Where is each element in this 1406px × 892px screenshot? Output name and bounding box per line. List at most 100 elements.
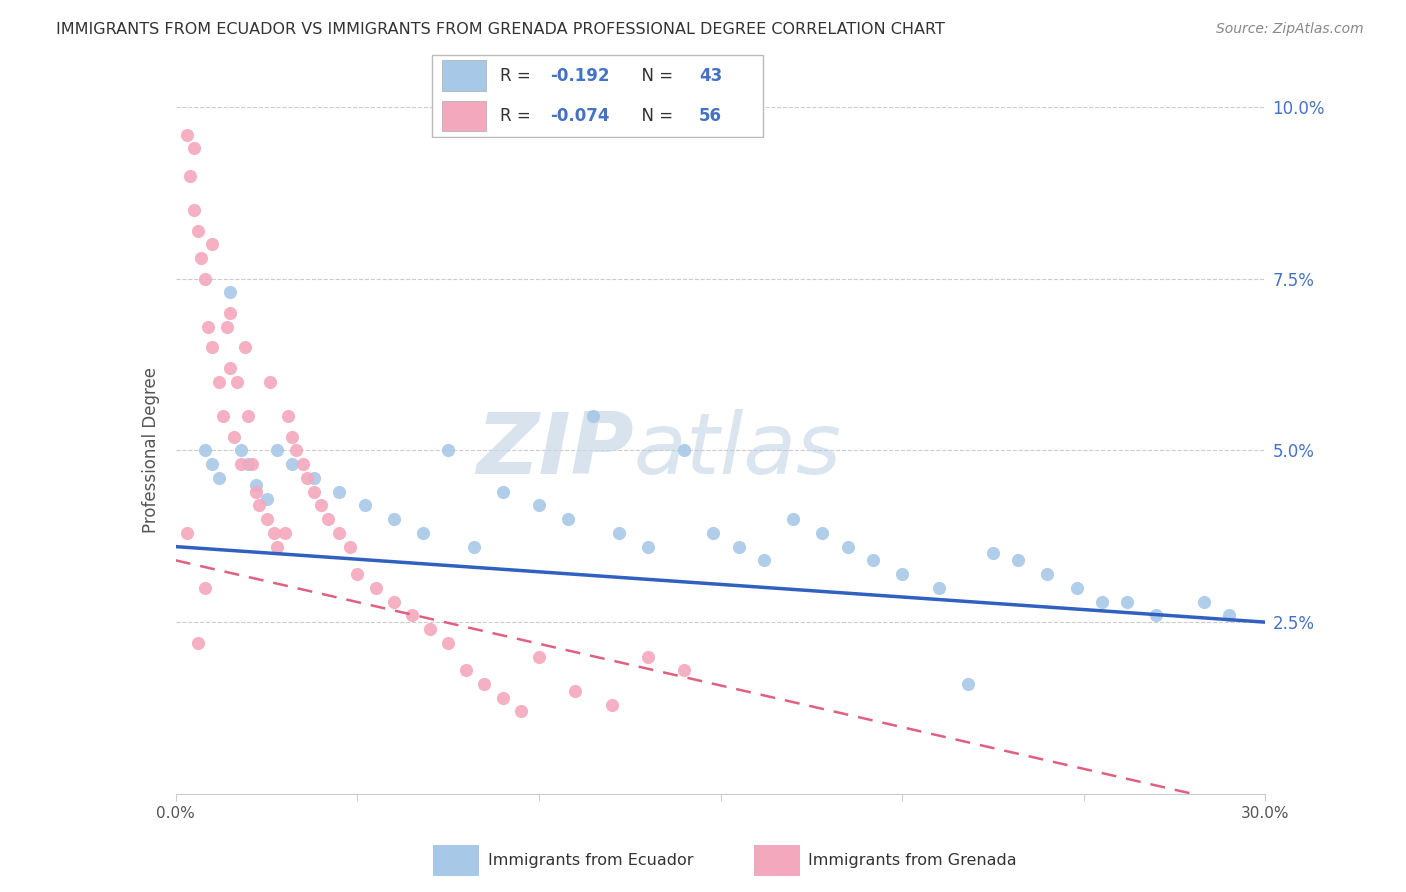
Point — [190, 251, 212, 265]
Text: Immigrants from Ecuador: Immigrants from Ecuador — [488, 854, 693, 868]
Point — [238, 457, 260, 471]
Point — [673, 663, 696, 677]
Text: N =: N = — [631, 67, 679, 85]
Point — [1091, 594, 1114, 608]
Point — [256, 512, 278, 526]
FancyBboxPatch shape — [443, 101, 486, 131]
Point — [194, 271, 217, 285]
Point — [492, 690, 515, 705]
Text: Source: ZipAtlas.com: Source: ZipAtlas.com — [1216, 22, 1364, 37]
Point — [245, 478, 267, 492]
Point — [811, 525, 834, 540]
Point — [328, 484, 350, 499]
Point — [673, 443, 696, 458]
Point — [637, 649, 659, 664]
Point — [212, 409, 235, 423]
Point — [782, 512, 804, 526]
Y-axis label: Professional Degree: Professional Degree — [142, 368, 160, 533]
Point — [219, 285, 242, 300]
Point — [222, 430, 245, 444]
Point — [201, 457, 224, 471]
Point — [557, 512, 579, 526]
Point — [176, 525, 198, 540]
Point — [339, 540, 361, 554]
Point — [208, 375, 231, 389]
Point — [437, 443, 460, 458]
Point — [277, 409, 299, 423]
Point — [208, 471, 231, 485]
Point — [346, 567, 368, 582]
Point — [219, 361, 242, 376]
Point — [183, 202, 205, 217]
Point — [201, 237, 224, 252]
Point — [302, 484, 325, 499]
Text: R =: R = — [499, 107, 536, 125]
Point — [259, 375, 281, 389]
Point — [456, 663, 478, 677]
Point — [956, 677, 979, 691]
Point — [564, 683, 586, 698]
Point — [302, 471, 325, 485]
Point — [1007, 553, 1029, 567]
Point — [226, 375, 249, 389]
Point — [197, 319, 219, 334]
Point — [328, 525, 350, 540]
Point — [727, 540, 749, 554]
Point — [291, 457, 314, 471]
Point — [382, 512, 405, 526]
Point — [382, 594, 405, 608]
Point — [201, 340, 224, 354]
Point — [219, 306, 242, 320]
Point — [754, 553, 776, 567]
Point — [353, 499, 375, 513]
Point — [284, 443, 307, 458]
Point — [309, 499, 332, 513]
Point — [1116, 594, 1139, 608]
Text: IMMIGRANTS FROM ECUADOR VS IMMIGRANTS FROM GRENADA PROFESSIONAL DEGREE CORRELATI: IMMIGRANTS FROM ECUADOR VS IMMIGRANTS FR… — [56, 22, 945, 37]
FancyBboxPatch shape — [754, 846, 800, 876]
Point — [401, 608, 423, 623]
FancyBboxPatch shape — [443, 61, 486, 91]
Point — [463, 540, 485, 554]
Point — [247, 499, 270, 513]
Point — [891, 567, 914, 582]
Point — [474, 677, 496, 691]
Point — [1146, 608, 1168, 623]
Point — [281, 430, 304, 444]
Point — [176, 128, 198, 142]
Point — [186, 636, 209, 650]
Point — [509, 705, 531, 719]
Point — [281, 457, 304, 471]
Point — [256, 491, 278, 506]
Text: -0.192: -0.192 — [550, 67, 610, 85]
Point — [637, 540, 659, 554]
Text: ZIP: ZIP — [475, 409, 633, 492]
Point — [215, 319, 238, 334]
Point — [263, 525, 285, 540]
Point — [837, 540, 859, 554]
Point — [412, 525, 434, 540]
Point — [194, 443, 217, 458]
Point — [527, 499, 550, 513]
FancyBboxPatch shape — [433, 846, 479, 876]
Point — [238, 409, 260, 423]
Point — [600, 698, 623, 712]
Point — [702, 525, 724, 540]
Point — [862, 553, 884, 567]
Point — [419, 622, 441, 636]
Point — [318, 512, 340, 526]
Text: 43: 43 — [699, 67, 723, 85]
Point — [364, 581, 387, 595]
Point — [582, 409, 605, 423]
Text: N =: N = — [631, 107, 679, 125]
Point — [186, 224, 209, 238]
Text: R =: R = — [499, 67, 536, 85]
Text: Immigrants from Grenada: Immigrants from Grenada — [808, 854, 1017, 868]
Point — [607, 525, 630, 540]
Point — [295, 471, 318, 485]
Point — [266, 443, 288, 458]
Point — [245, 484, 267, 499]
Point — [1036, 567, 1059, 582]
Text: -0.074: -0.074 — [550, 107, 610, 125]
Point — [240, 457, 263, 471]
